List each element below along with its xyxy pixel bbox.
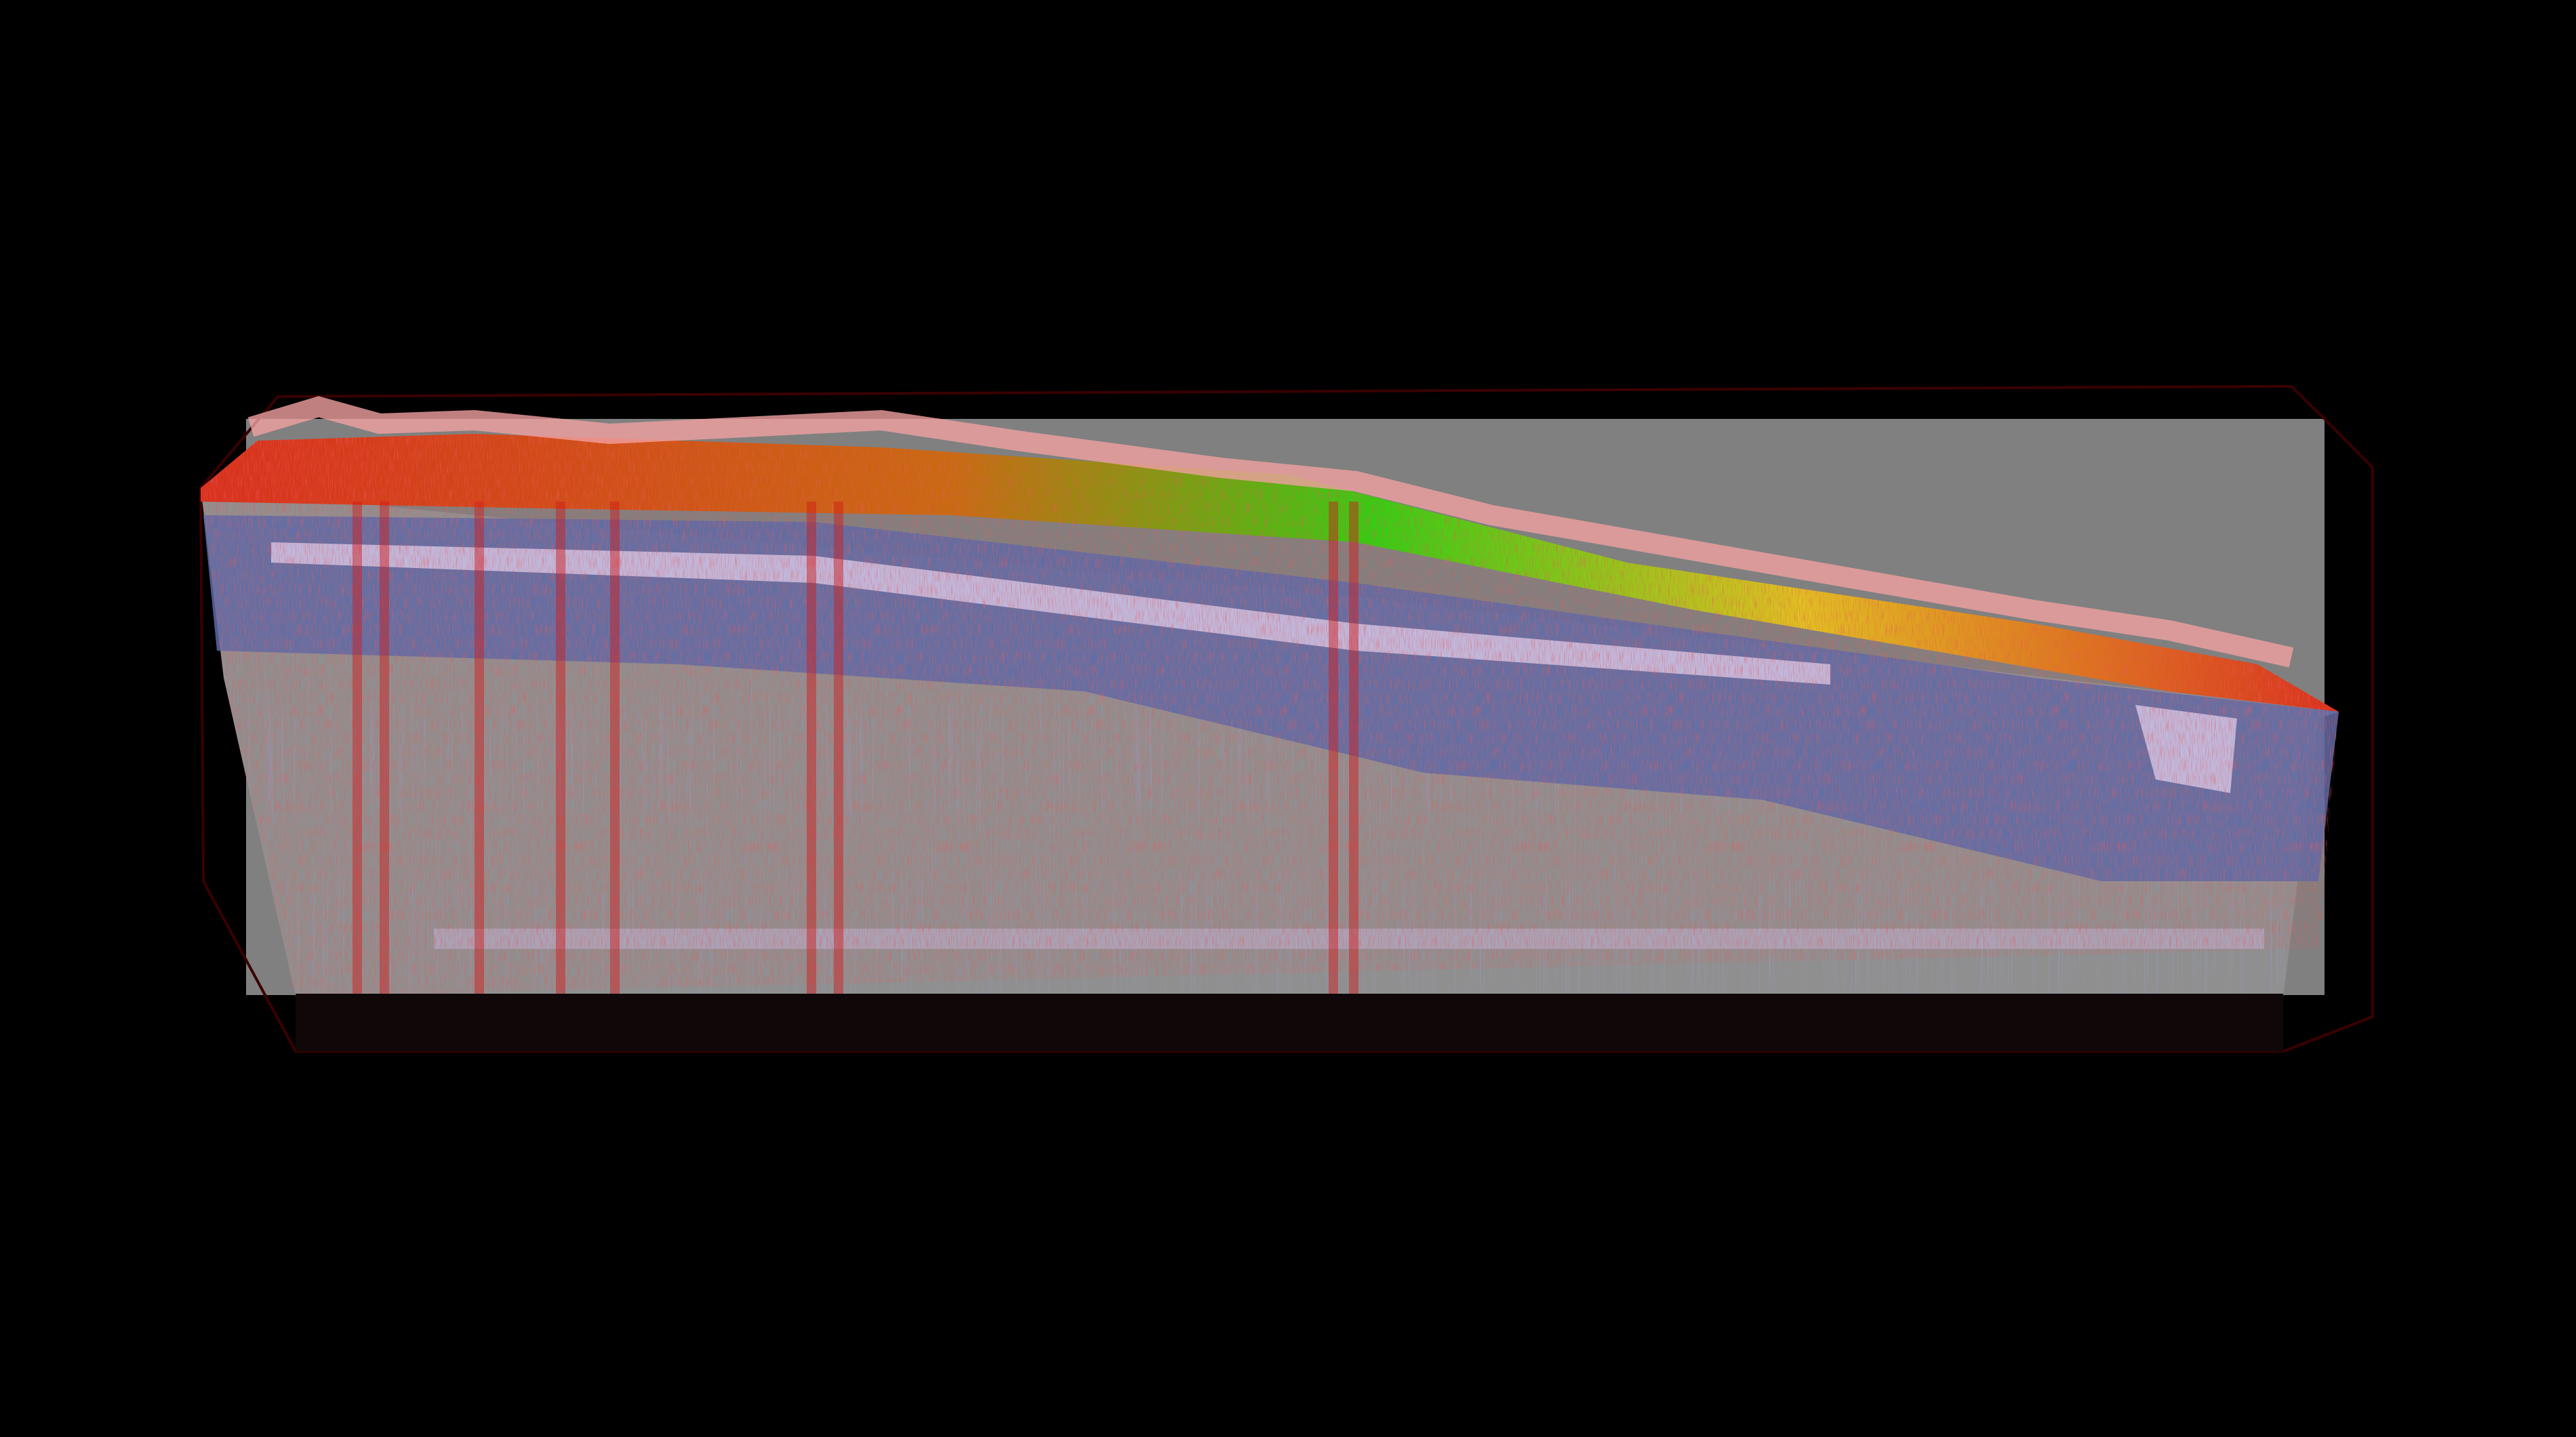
streak — [610, 502, 620, 1044]
surface-crest — [247, 396, 2294, 668]
streak — [1329, 502, 1338, 1044]
vertical-streaks — [353, 502, 1359, 1044]
streak — [353, 502, 362, 1044]
streak — [1349, 502, 1359, 1044]
streak — [834, 502, 843, 1044]
streak — [556, 502, 565, 1044]
top-surface-speckle — [201, 434, 2339, 996]
streak — [380, 502, 389, 1044]
streak — [807, 502, 816, 1044]
streak — [475, 502, 484, 1044]
bottom-band — [296, 994, 2283, 1051]
